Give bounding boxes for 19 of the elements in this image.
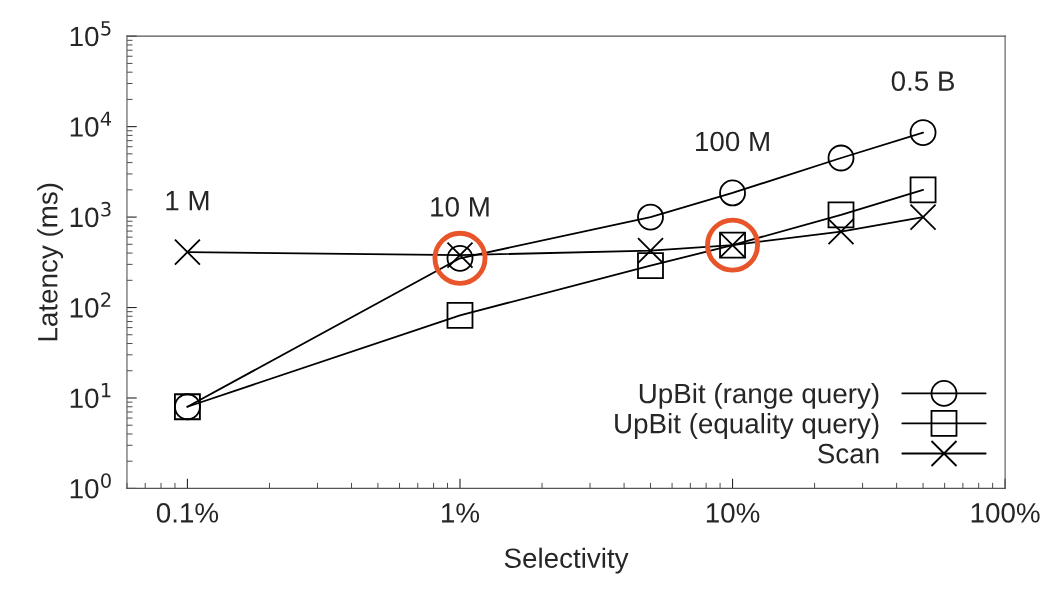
x-tick-label: 1% bbox=[442, 503, 480, 523]
y-tick-label: 10$^{5}$ bbox=[70, 21, 111, 47]
y-tick-label: 10$^{4}$ bbox=[70, 111, 112, 137]
x-tick-label: 10% bbox=[706, 503, 760, 523]
x-tick-label: 0.1% bbox=[156, 503, 219, 523]
annotation: 100 M bbox=[696, 131, 769, 152]
legend-label: UpBit (equality query) bbox=[615, 413, 879, 439]
legend-label: UpBit (range query) bbox=[639, 382, 879, 409]
y-tick-label: 10$^{1}$ bbox=[70, 383, 111, 409]
y-tick-label: 10$^{0}$ bbox=[70, 473, 111, 499]
annotation: 10 M bbox=[431, 197, 489, 217]
x-axis-title: Selectivity bbox=[504, 547, 629, 574]
annotation: 0.5 B bbox=[891, 71, 955, 91]
y-axis-title: Latency (ms) bbox=[37, 183, 64, 341]
x-tick-label: 100% bbox=[971, 503, 1040, 523]
legend-label: Scan bbox=[818, 443, 879, 464]
y-tick-label: 10$^{3}$ bbox=[70, 201, 111, 228]
y-tick-label: 10$^{2}$ bbox=[70, 292, 111, 318]
annotation: 1 M bbox=[166, 191, 209, 211]
